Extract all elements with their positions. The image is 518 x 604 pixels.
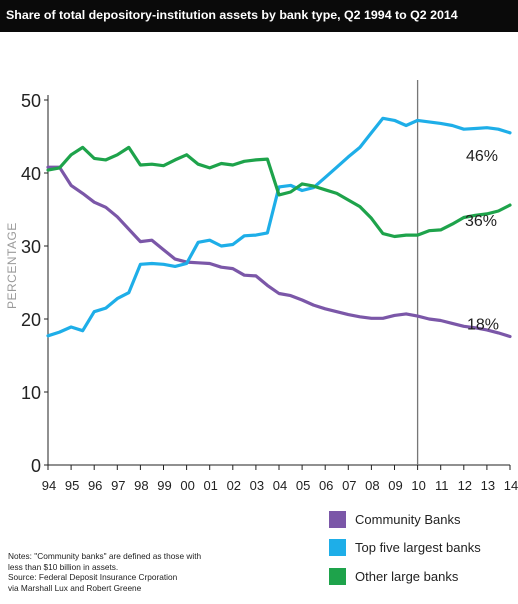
- y-tick-label: 40: [21, 164, 41, 184]
- x-tick-label: 08: [365, 478, 379, 493]
- legend-swatch-top-five-largest-banks: [329, 539, 346, 556]
- x-tick-label: 99: [157, 478, 171, 493]
- x-tick-label: 11: [435, 478, 449, 493]
- x-tick-label: 01: [203, 478, 217, 493]
- x-tick-label: 14: [504, 478, 518, 493]
- x-tick-label: 09: [388, 478, 402, 493]
- x-tick-label: 07: [342, 478, 356, 493]
- x-tick-label: 96: [88, 478, 102, 493]
- series-line-top-five-largest-banks: [46, 116, 512, 338]
- legend-label-community-banks: Community Banks: [355, 512, 461, 527]
- legend-swatch-community-banks: [329, 511, 346, 528]
- title-bar: Share of total depository-institution as…: [0, 0, 518, 32]
- x-tick-label: 13: [481, 478, 495, 493]
- series-line-community-banks: [46, 165, 512, 339]
- end-label-community-banks: 18%: [467, 317, 499, 334]
- y-tick-label: 10: [21, 383, 41, 403]
- end-label-top-five-largest-banks: 46%: [466, 148, 498, 165]
- legend-swatch-other-large-banks: [329, 568, 346, 585]
- x-tick-label: 05: [296, 478, 310, 493]
- y-tick-label: 50: [21, 91, 41, 111]
- series-line-other-large-banks: [46, 145, 512, 239]
- y-tick-label: 30: [21, 237, 41, 257]
- notes-line: Source: Federal Deposit Insurance Crpora…: [8, 572, 178, 582]
- legend-label-other-large-banks: Other large banks: [355, 569, 459, 584]
- x-tick-label: 97: [111, 478, 125, 493]
- x-tick-label: 95: [65, 478, 79, 493]
- notes-line: via Marshall Lux and Robert Greene: [8, 582, 142, 593]
- x-tick-label: 00: [180, 478, 194, 493]
- y-tick-label: 20: [21, 310, 41, 330]
- x-tick-label: 02: [227, 478, 241, 493]
- x-tick-label: 98: [134, 478, 148, 493]
- x-tick-label: 03: [250, 478, 264, 493]
- x-tick-label: 12: [458, 478, 472, 493]
- end-label-other-large-banks: 36%: [465, 213, 497, 230]
- chart-title: Share of total depository-institution as…: [6, 8, 458, 22]
- x-tick-label: 94: [42, 478, 56, 493]
- x-tick-label: 04: [273, 478, 287, 493]
- x-tick-label: 06: [319, 478, 333, 493]
- x-tick-label: 10: [411, 478, 425, 493]
- y-tick-label: 0: [31, 456, 41, 476]
- notes-line: less than $10 billion in assets.: [8, 561, 119, 572]
- legend-label-top-five-largest-banks: Top five largest banks: [355, 540, 481, 555]
- notes: Notes: "Community banks" are defined as …: [8, 551, 238, 593]
- notes-line: Notes: "Community banks" are defined as …: [8, 551, 202, 561]
